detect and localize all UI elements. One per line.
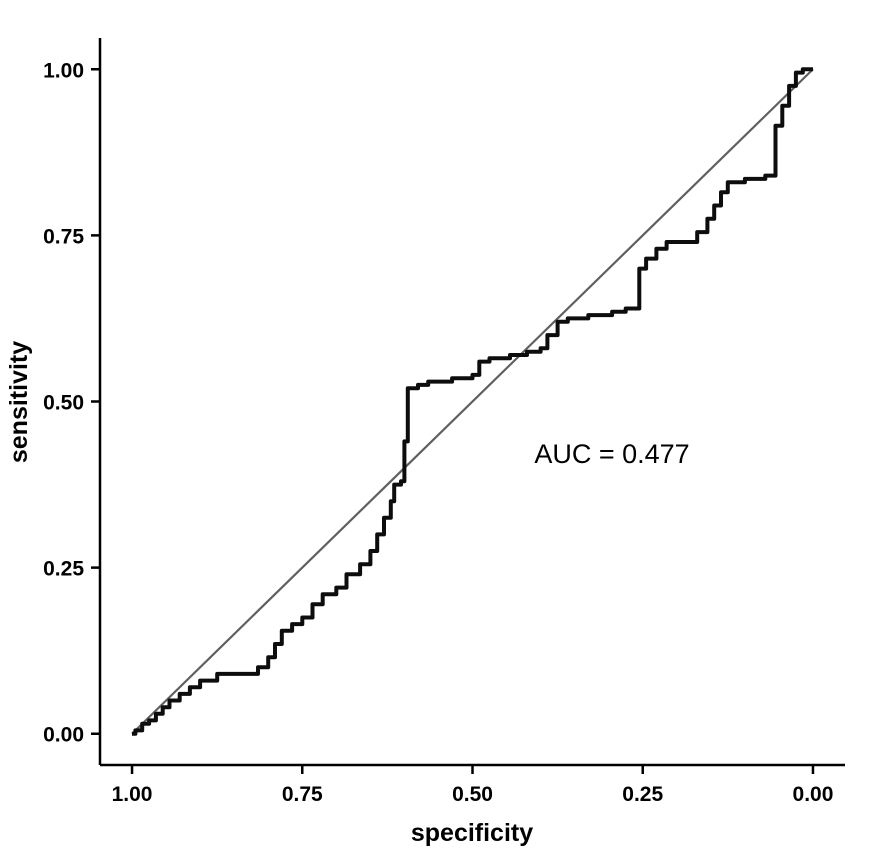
y-tick-label: 0.50 — [43, 392, 84, 415]
auc-annotation: AUC = 0.477 — [534, 439, 689, 469]
y-axis-title: sensitivity — [5, 341, 33, 463]
y-tick-label: 1.00 — [43, 59, 84, 82]
reference-diagonal-line — [131, 68, 814, 735]
x-tick-label: 0.00 — [793, 783, 834, 806]
roc-curve — [132, 67, 813, 736]
y-tick-label: 0.00 — [43, 724, 84, 747]
x-tick-label: 1.00 — [112, 783, 153, 806]
y-tick-label: 0.75 — [43, 225, 84, 248]
x-tick-label: 0.50 — [452, 783, 493, 806]
x-tick-label: 0.25 — [622, 783, 663, 806]
plot-layer: 1.00 0.75 0.50 0.25 0.00 0.00 0.25 0.50 0.75 1.00 — [43, 38, 845, 806]
x-tick-label: 0.75 — [282, 783, 323, 806]
x-axis-title: specificity — [411, 819, 533, 847]
y-tick-label: 0.25 — [43, 558, 84, 581]
